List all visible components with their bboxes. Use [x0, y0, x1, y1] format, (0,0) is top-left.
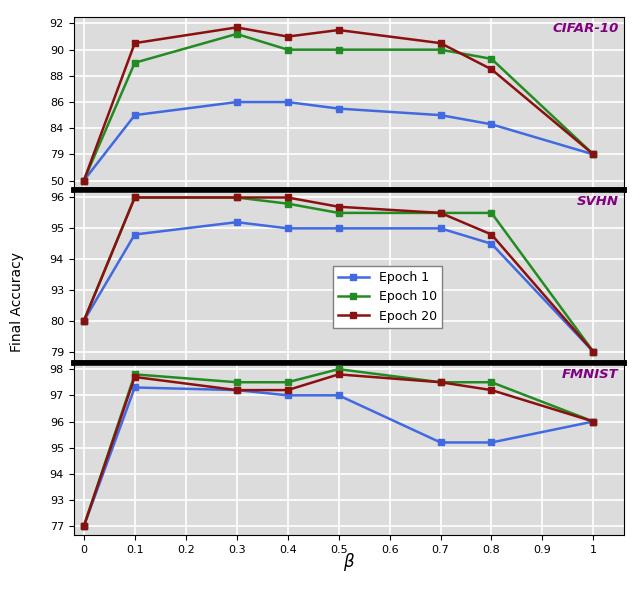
Epoch 20	[284, 194, 291, 201]
Epoch 1	[436, 439, 444, 446]
Epoch 1	[131, 384, 139, 391]
Epoch 1	[335, 391, 342, 399]
Epoch 20	[131, 194, 139, 201]
Epoch 1	[488, 240, 495, 247]
Epoch 1	[335, 224, 342, 232]
Epoch 20	[436, 379, 444, 386]
Epoch 1	[589, 418, 597, 425]
Epoch 1	[233, 99, 241, 106]
Epoch 20	[131, 39, 139, 47]
Line: Epoch 20: Epoch 20	[81, 194, 596, 355]
Epoch 10	[335, 46, 342, 53]
Epoch 1	[284, 224, 291, 232]
Epoch 10	[335, 209, 342, 217]
Epoch 10	[335, 365, 342, 373]
Epoch 20	[335, 27, 342, 34]
Epoch 20	[284, 387, 291, 394]
Epoch 20	[80, 317, 88, 324]
Epoch 20	[589, 418, 597, 425]
Epoch 10	[589, 418, 597, 425]
Epoch 1	[80, 317, 88, 324]
Epoch 1	[80, 523, 88, 530]
Epoch 10	[589, 348, 597, 355]
Line: Epoch 1: Epoch 1	[81, 219, 596, 355]
Epoch 10	[80, 523, 88, 530]
Epoch 20	[284, 33, 291, 40]
Text: SVHN: SVHN	[577, 195, 618, 208]
Epoch 1	[436, 111, 444, 119]
Text: Final Accuracy: Final Accuracy	[10, 252, 24, 353]
Line: Epoch 20: Epoch 20	[81, 371, 596, 529]
Epoch 10	[436, 46, 444, 53]
Epoch 10	[488, 55, 495, 62]
Text: β: β	[344, 554, 354, 572]
Epoch 20	[233, 194, 241, 201]
Epoch 10	[589, 151, 597, 158]
Epoch 20	[589, 348, 597, 355]
Epoch 1	[436, 224, 444, 232]
Epoch 20	[436, 39, 444, 47]
Epoch 20	[80, 177, 88, 185]
Epoch 20	[335, 203, 342, 211]
Epoch 1	[131, 111, 139, 119]
Epoch 10	[131, 194, 139, 201]
Epoch 10	[80, 177, 88, 185]
Epoch 20	[233, 387, 241, 394]
Epoch 10	[284, 46, 291, 53]
Epoch 10	[233, 194, 241, 201]
Line: Epoch 10: Epoch 10	[81, 31, 596, 184]
Text: FMNIST: FMNIST	[562, 368, 618, 381]
Text: CIFAR-10: CIFAR-10	[552, 22, 618, 35]
Line: Epoch 1: Epoch 1	[81, 99, 596, 184]
Epoch 1	[488, 439, 495, 446]
Epoch 1	[80, 177, 88, 185]
Epoch 20	[488, 387, 495, 394]
Epoch 1	[284, 391, 291, 399]
Epoch 1	[233, 218, 241, 226]
Epoch 20	[131, 373, 139, 381]
Line: Epoch 1: Epoch 1	[81, 384, 596, 529]
Line: Epoch 10: Epoch 10	[81, 366, 596, 529]
Epoch 10	[488, 209, 495, 217]
Epoch 1	[284, 99, 291, 106]
Epoch 1	[233, 387, 241, 394]
Epoch 10	[436, 379, 444, 386]
Epoch 20	[80, 523, 88, 530]
Epoch 20	[488, 66, 495, 73]
Epoch 20	[436, 209, 444, 217]
Epoch 10	[488, 379, 495, 386]
Epoch 1	[131, 231, 139, 238]
Epoch 1	[335, 105, 342, 112]
Line: Epoch 10: Epoch 10	[81, 194, 596, 355]
Epoch 10	[436, 209, 444, 217]
Epoch 10	[131, 59, 139, 67]
Epoch 20	[488, 231, 495, 238]
Epoch 10	[233, 379, 241, 386]
Epoch 20	[233, 24, 241, 31]
Epoch 20	[335, 371, 342, 378]
Epoch 10	[284, 200, 291, 208]
Epoch 10	[233, 30, 241, 38]
Epoch 1	[589, 348, 597, 355]
Legend: Epoch 1, Epoch 10, Epoch 20: Epoch 1, Epoch 10, Epoch 20	[333, 266, 442, 328]
Line: Epoch 20: Epoch 20	[81, 24, 596, 184]
Epoch 20	[589, 151, 597, 158]
Epoch 10	[80, 317, 88, 324]
Epoch 1	[589, 151, 597, 158]
Epoch 10	[131, 371, 139, 378]
Epoch 1	[488, 120, 495, 128]
Epoch 10	[284, 379, 291, 386]
